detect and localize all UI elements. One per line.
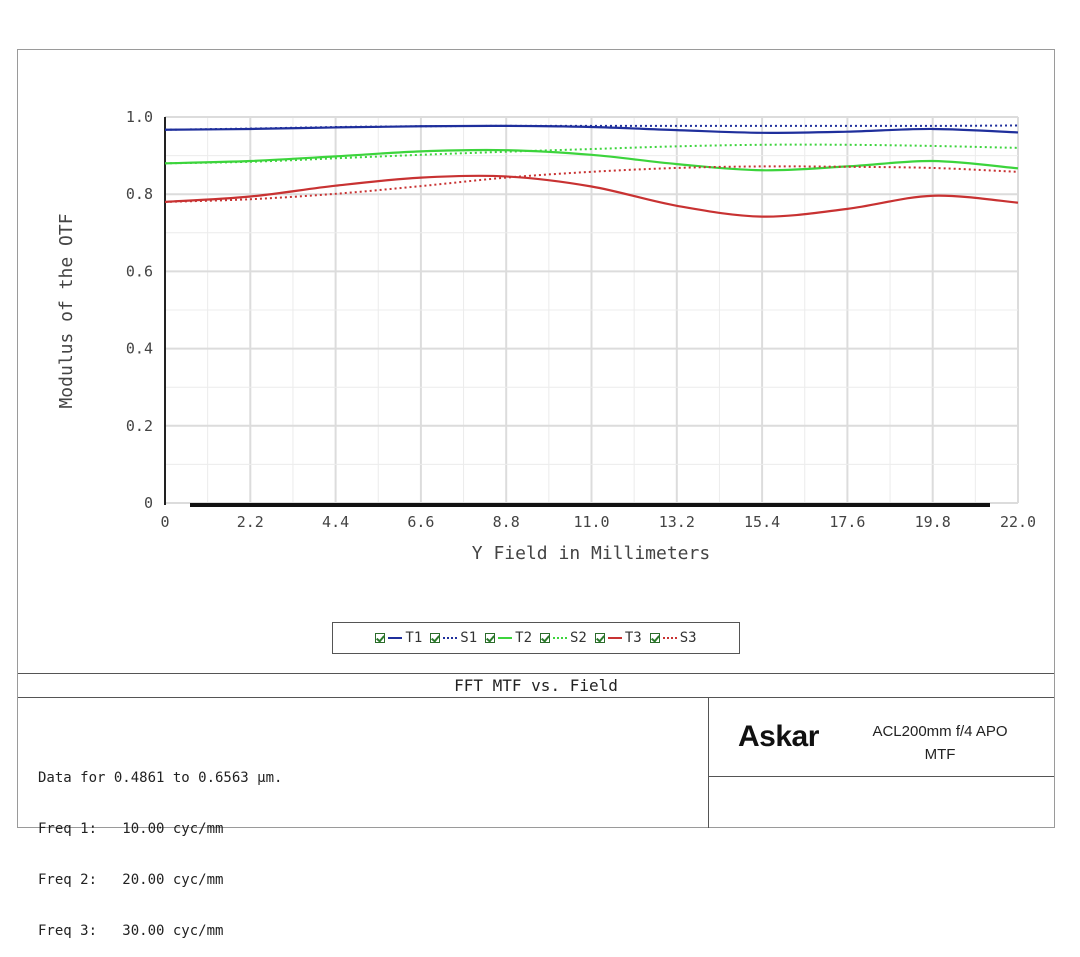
chart-legend: T1 S1 T2 S2 T3 S3 [332,622,740,654]
checkbox-icon[interactable] [540,633,550,643]
x-tick-label: 17.6 [829,513,865,531]
checkbox-icon[interactable] [485,633,496,643]
series-line-s3 [164,165,1019,203]
legend-swatch [662,637,677,639]
legend-item-t3[interactable]: T3 [594,630,642,646]
y-tick-label: 1.0 [126,108,153,126]
legend-swatch [607,637,622,639]
legend-swatch [498,637,513,639]
wavelength-range-text: Data for 0.4861 to 0.6563 µm. [38,770,283,786]
x-tick-label: 19.8 [915,513,951,531]
lens-description: ACL200mm f/4 APO MTF [845,720,1035,766]
y-tick-label: 0 [144,494,153,512]
x-axis-label: Y Field in Millimeters [472,543,710,564]
askar-logo: Askar [738,720,819,753]
y-tick-label: 0.8 [126,185,153,203]
checkbox-icon[interactable] [649,633,660,643]
chart-axes: 0 2.2 4.4 6.6 8.8 11.0 13.2 15.4 17.6 19.8 22.0 0 0.… [126,108,1036,531]
legend-item-s1[interactable]: S1 [430,630,477,646]
x-tick-label: 4.4 [322,513,349,531]
checkbox-icon[interactable] [430,633,441,643]
legend-item-s3[interactable]: S3 [649,630,697,646]
freq-1-text: Freq 1: 10.00 cyc/mm [38,821,224,837]
info-divider-horizontal [708,776,1054,777]
freq-3-text: Freq 3: 30.00 cyc/mm [38,923,224,939]
wavelength-frequency-info: Data for 0.4861 to 0.6563 µm. Freq 1: 10… [38,736,282,957]
legend-label: S3 [679,630,697,646]
y-tick-label: 0.6 [126,262,153,280]
series-line-s2 [164,143,1019,165]
x-tick-label: 2.2 [237,513,264,531]
x-tick-label: 6.6 [407,513,434,531]
series-line-t2 [164,148,1019,172]
legend-swatch [388,637,403,639]
checkbox-icon[interactable] [375,633,386,643]
x-tick-label: 8.8 [493,513,520,531]
legend-label: T1 [405,630,423,646]
series-line-s1 [164,124,1019,131]
lens-model-text: ACL200mm f/4 APO [872,723,1008,740]
x-tick-label: 22.0 [1000,513,1036,531]
checkbox-icon[interactable] [594,633,605,643]
legend-item-t2[interactable]: T2 [485,630,532,646]
lens-chart-type-text: MTF [924,746,956,763]
legend-swatch [443,637,458,639]
legend-label: T2 [515,630,532,646]
legend-item-s2[interactable]: S2 [540,630,587,646]
y-tick-label: 0.4 [126,340,153,358]
x-tick-label: 15.4 [744,513,780,531]
legend-label: S1 [460,630,478,646]
legend-label: S2 [570,630,587,646]
x-tick-label: 0 [160,513,169,531]
series-line-t3 [164,174,1019,218]
chart-grid [164,116,1019,504]
chart-series [164,124,1019,218]
x-tick-label: 11.0 [573,513,609,531]
legend-swatch [553,637,567,639]
legend-item-t1[interactable]: T1 [375,630,422,646]
x-tick-label: 13.2 [659,513,695,531]
freq-2-text: Freq 2: 20.00 cyc/mm [38,872,224,888]
y-axis-label: Modulus of the OTF [56,213,77,408]
info-divider-vertical [708,698,709,828]
chart-title: FFT MTF vs. Field [18,673,1054,698]
y-tick-label: 0.2 [126,417,153,435]
legend-label: T3 [624,630,642,646]
mtf-chart: 0 2.2 4.4 6.6 8.8 11.0 13.2 15.4 17.6 19.8 22.0 0 0.… [56,108,1036,564]
